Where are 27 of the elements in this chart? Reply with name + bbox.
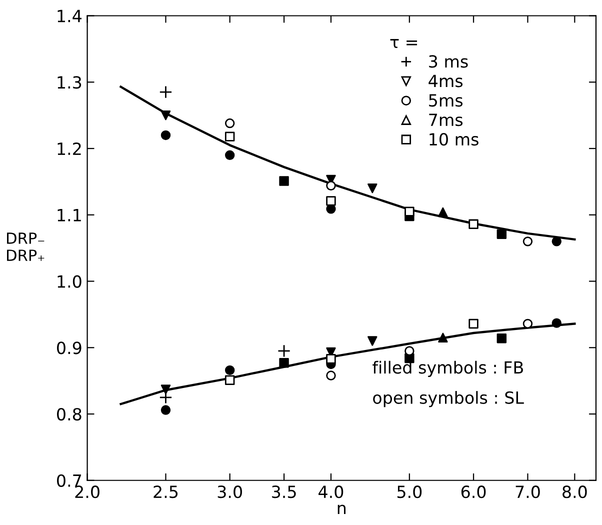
legend-label: 3 ms (429, 55, 468, 68)
x-axis-title: n (338, 504, 346, 514)
y-tick-label: 0.8 (57, 408, 82, 421)
y-tick-label: 0.7 (57, 474, 82, 487)
y-tick-label: 1.2 (58, 142, 81, 155)
x-tick-label: 4.0 (318, 486, 344, 498)
annotation: filled symbols : FB (372, 360, 523, 377)
x-tick-label: 3.5 (272, 486, 296, 498)
legend-label: 10 ms (430, 133, 478, 146)
x-tick-label: 7.0 (516, 486, 540, 498)
y-tick-label: 1.0 (58, 275, 82, 288)
y-axis-title: DRP₋ DRP₊ (7, 232, 44, 261)
x-tick-label: 2.0 (75, 486, 100, 498)
legend-label: 4ms (428, 74, 463, 88)
legend-label: 7ms (429, 114, 463, 126)
x-tick-label: 3.0 (218, 486, 242, 498)
y-tick-label: 0.9 (57, 342, 82, 354)
x-tick-label: 2.5 (154, 486, 178, 498)
x-tick-label: 8.0 (562, 486, 587, 498)
y-tick-label: 1.3 (58, 76, 82, 89)
x-tick-label: 6.0 (461, 486, 486, 498)
legend-title: τ = (390, 38, 418, 48)
legend-label: 5ms (429, 94, 463, 107)
y-tick-label: 1.1 (58, 209, 81, 222)
x-tick-label: 5.0 (397, 486, 422, 498)
annotation: open symbols : SL (373, 391, 524, 408)
y-tick-label: 1.4 (58, 10, 82, 22)
